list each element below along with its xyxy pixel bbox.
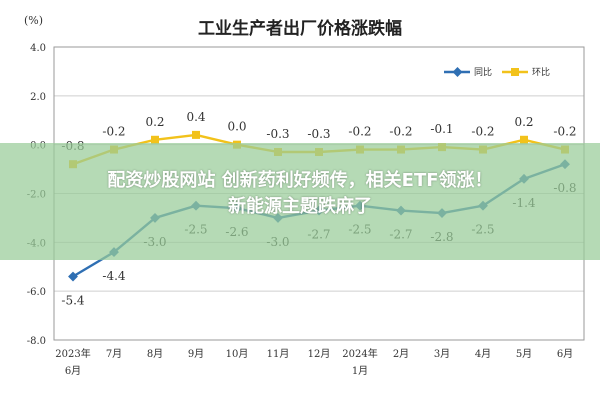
data-label-mom: -0.1 (430, 122, 453, 136)
legend: 同比 环比 (444, 66, 550, 78)
data-label-mom: -0.2 (348, 125, 371, 139)
x-tick-label: 2月 (393, 348, 409, 360)
x-tick-label: 3月 (434, 348, 450, 360)
promo-overlay-banner (0, 143, 600, 260)
x-tick-label: 12月 (308, 348, 331, 360)
legend-marker (511, 68, 519, 76)
y-tick-label: 2.0 (30, 92, 46, 103)
data-label-mom: 0.0 (227, 120, 246, 134)
x-tick-label: 7月 (106, 348, 122, 360)
data-label-mom: -0.2 (553, 125, 576, 139)
data-label-mom: -0.3 (307, 127, 330, 141)
series-point (520, 135, 528, 144)
x-tick-label: 4月 (475, 348, 491, 360)
data-label-mom: -0.3 (266, 127, 289, 141)
x-tick-label: 9月 (188, 348, 204, 360)
chart-title: 工业生产者出厂价格涨跌幅 (198, 19, 402, 39)
x-tick-label: 2023年 6月 (55, 347, 90, 377)
series-point (192, 130, 200, 139)
y-tick-label: -6.0 (27, 287, 46, 298)
x-tick-label: 6月 (557, 348, 573, 360)
data-label-mom: 0.2 (514, 115, 533, 129)
x-tick-label: 8月 (147, 348, 163, 360)
promo-line-2[interactable]: 新能源主题跌麻了 (228, 196, 372, 217)
series-point (151, 135, 159, 144)
y-tick-label: -8.0 (27, 336, 46, 347)
data-label-yoy: -4.4 (102, 269, 126, 283)
x-tick-label: 5月 (516, 348, 532, 360)
data-label-mom: 0.2 (145, 115, 164, 129)
data-label-mom: -0.2 (471, 125, 494, 139)
data-label-mom: 0.4 (186, 110, 205, 124)
x-tick-label: 11月 (267, 348, 290, 360)
y-axis-unit: (%) (24, 14, 44, 27)
x-tick-label: 2024年 1月 (342, 347, 377, 377)
data-label-mom: -0.2 (102, 125, 125, 139)
legend-marker (452, 67, 463, 77)
x-tick-label: 10月 (226, 348, 249, 360)
data-label-yoy: -5.4 (61, 294, 85, 308)
promo-line-1[interactable]: 配资炒股网站 创新药利好频传，相关ETF领涨！ (107, 170, 493, 191)
data-label-mom: -0.2 (389, 125, 412, 139)
legend-label: 同比 (474, 66, 492, 78)
series-point (68, 271, 78, 282)
legend-label: 环比 (532, 66, 550, 78)
promo-overlay-text[interactable]: 配资炒股网站 创新药利好频传，相关ETF领涨！ 新能源主题跌麻了 (0, 168, 600, 220)
y-tick-label: 4.0 (30, 43, 46, 54)
